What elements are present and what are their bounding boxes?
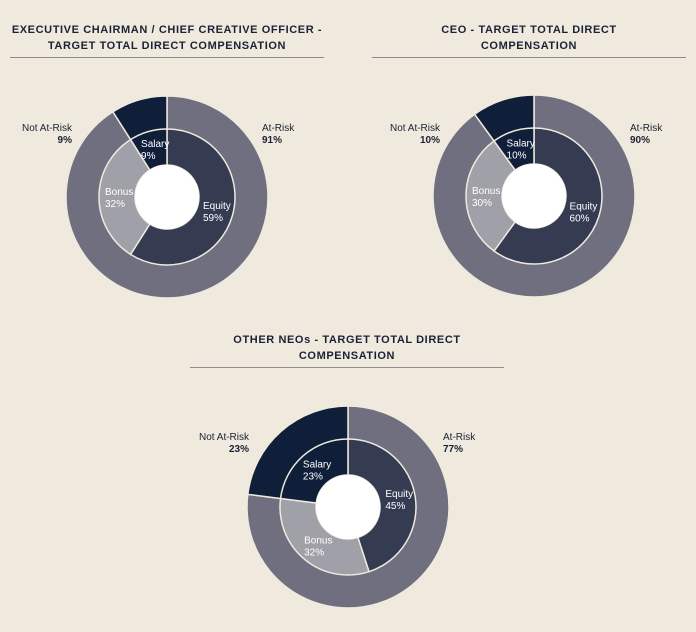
- outer-label-at-risk: At-Risk: [262, 123, 295, 134]
- inner-value-salary: 9%: [141, 151, 156, 162]
- outer-label-at-risk: At-Risk: [443, 432, 476, 443]
- outer-value-at-risk: 91%: [262, 135, 282, 146]
- inner-label-bonus: Bonus: [472, 186, 500, 197]
- chart-title-line-2: COMPENSATION: [298, 350, 396, 362]
- title-divider: [372, 57, 686, 58]
- inner-value-equity: 59%: [203, 213, 223, 224]
- inner-label-bonus: Bonus: [105, 187, 133, 198]
- chart-title-line-1: EXECUTIVE CHAIRMAN / CHIEF CREATIVE OFFI…: [11, 24, 323, 36]
- inner-label-equity: Equity: [385, 489, 413, 500]
- chart-title-line-2: TARGET TOTAL DIRECT COMPENSATION: [47, 40, 287, 52]
- inner-label-salary: Salary: [303, 459, 331, 470]
- inner-slice-equity: [347, 438, 417, 573]
- outer-label-not-at-risk: Not At-Risk: [22, 123, 73, 134]
- inner-value-equity: 60%: [570, 213, 590, 224]
- outer-value-not-at-risk: 10%: [420, 135, 440, 146]
- inner-label-bonus: Bonus: [304, 536, 332, 547]
- outer-label-not-at-risk: Not At-Risk: [390, 123, 441, 134]
- chart-title-line-1: OTHER NEOs - TARGET TOTAL DIRECT: [233, 334, 461, 346]
- outer-value-not-at-risk: 9%: [58, 135, 73, 146]
- inner-slice-salary: [492, 127, 535, 172]
- chart-title-line-1: CEO - TARGET TOTAL DIRECT: [441, 24, 617, 36]
- outer-label-at-risk: At-Risk: [630, 123, 663, 134]
- inner-label-equity: Equity: [203, 201, 231, 212]
- inner-value-salary: 10%: [507, 150, 527, 161]
- donut-center: [316, 475, 380, 539]
- chart-title: OTHER NEOs - TARGET TOTAL DIRECT COMPENS…: [180, 332, 514, 364]
- inner-value-equity: 45%: [385, 501, 405, 512]
- inner-value-bonus: 32%: [105, 199, 125, 210]
- inner-label-equity: Equity: [570, 201, 598, 212]
- chart-title: EXECUTIVE CHAIRMAN / CHIEF CREATIVE OFFI…: [0, 22, 334, 54]
- outer-label-not-at-risk: Not At-Risk: [199, 432, 250, 443]
- title-divider: [190, 367, 504, 368]
- outer-value-not-at-risk: 23%: [229, 444, 249, 455]
- chart-title: CEO - TARGET TOTAL DIRECT COMPENSATION: [362, 22, 696, 54]
- inner-label-salary: Salary: [141, 139, 169, 150]
- inner-value-bonus: 30%: [472, 198, 492, 209]
- outer-value-at-risk: 77%: [443, 444, 463, 455]
- chart-title-line-2: COMPENSATION: [480, 40, 578, 52]
- outer-value-at-risk: 90%: [630, 135, 650, 146]
- inner-value-salary: 23%: [303, 471, 323, 482]
- title-divider: [10, 57, 324, 58]
- inner-label-salary: Salary: [507, 138, 535, 149]
- donut-center: [502, 164, 566, 228]
- inner-value-bonus: 32%: [304, 548, 324, 559]
- donut-center: [135, 165, 199, 229]
